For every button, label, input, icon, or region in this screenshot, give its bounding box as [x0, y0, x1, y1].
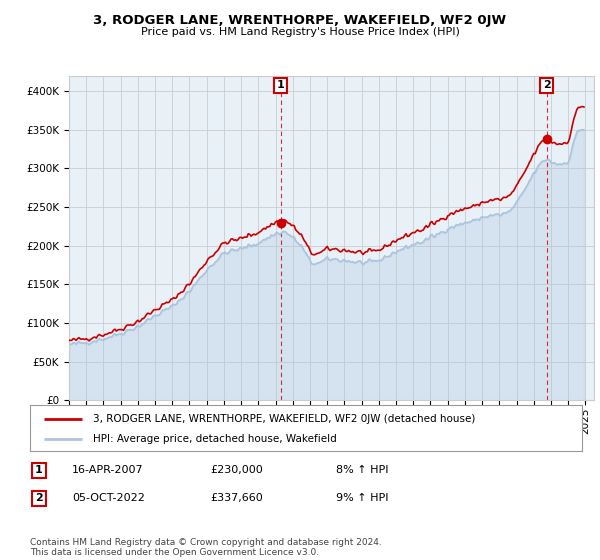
Text: Price paid vs. HM Land Registry's House Price Index (HPI): Price paid vs. HM Land Registry's House … [140, 27, 460, 37]
Text: 1: 1 [35, 465, 43, 475]
Text: HPI: Average price, detached house, Wakefield: HPI: Average price, detached house, Wake… [94, 435, 337, 444]
Text: £230,000: £230,000 [210, 465, 263, 475]
Text: £337,660: £337,660 [210, 493, 263, 503]
Text: 3, RODGER LANE, WRENTHORPE, WAKEFIELD, WF2 0JW (detached house): 3, RODGER LANE, WRENTHORPE, WAKEFIELD, W… [94, 414, 476, 424]
Text: 2: 2 [35, 493, 43, 503]
Text: 3, RODGER LANE, WRENTHORPE, WAKEFIELD, WF2 0JW: 3, RODGER LANE, WRENTHORPE, WAKEFIELD, W… [94, 14, 506, 27]
Text: Contains HM Land Registry data © Crown copyright and database right 2024.
This d: Contains HM Land Registry data © Crown c… [30, 538, 382, 557]
Text: 16-APR-2007: 16-APR-2007 [72, 465, 143, 475]
Text: 05-OCT-2022: 05-OCT-2022 [72, 493, 145, 503]
Text: 9% ↑ HPI: 9% ↑ HPI [336, 493, 389, 503]
Text: 8% ↑ HPI: 8% ↑ HPI [336, 465, 389, 475]
Text: 1: 1 [277, 81, 284, 91]
Text: 2: 2 [543, 81, 551, 91]
